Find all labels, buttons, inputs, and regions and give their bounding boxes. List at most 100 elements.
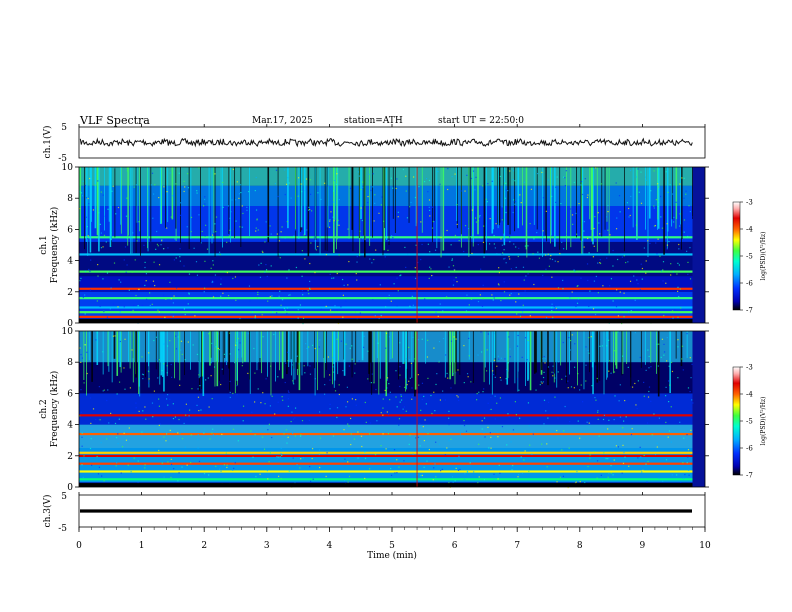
spectrogram-speckle [331,309,333,311]
spectrogram-speckle [688,226,690,228]
spectrogram-speckle [306,229,308,231]
start-time-label: start UT = 22:50:0 [438,116,524,126]
spectrogram-speckle [621,355,624,357]
spectrogram-speckle [179,248,181,250]
spectrogram-speckle [428,448,431,451]
spectrogram-speckle [688,474,690,476]
ch2-colorbar: -3-4-5-6-7 log(PSD)(V²/Hz) [732,364,767,480]
spectrogram-speckle [427,377,429,379]
spectrogram-speckle [544,362,546,364]
spectrogram-speckle [84,184,86,187]
spectrogram-speckle [446,229,448,232]
spectrogram-speckle [199,385,201,387]
spectrogram-speckle [418,384,420,386]
spectrogram-speckle [387,298,389,300]
spectrogram-speckle [286,277,288,279]
spectrogram-speckle [675,201,677,203]
spectrogram-speckle [138,410,140,413]
spectrogram-speckle [515,414,518,416]
spectrogram-speckle [79,280,81,282]
spectrogram-speckle [266,470,268,472]
spectrogram-speckle [421,338,423,340]
spectrogram-speckle [235,199,237,201]
spectrogram-speckle [651,434,653,436]
spectrogram-speckle [309,373,312,375]
spectrogram-speckle [560,202,562,205]
spectrogram-speckle [483,431,485,434]
spectrogram-speckle [234,276,237,278]
spectrogram-speckle [285,183,288,185]
spectrogram-speckle [363,335,365,337]
spectrogram-speckle [674,309,676,311]
spectrogram-speckle [81,464,83,466]
spectrogram-speckle [607,476,609,478]
spectrogram-speckle [274,413,276,415]
spectrogram-speckle [580,180,583,183]
spectrogram-speckle [370,382,373,384]
spectrogram-speckle [683,197,685,199]
spectrogram-speckle [618,400,620,402]
spectrogram-speckle [361,445,363,448]
spectrogram-speckle [330,211,332,213]
spectrogram-speckle [634,299,636,301]
spectrogram-speckle [277,376,279,378]
spectrogram-speckle [331,277,333,279]
spectrogram-speckle [284,237,286,239]
spectrogram-speckle [284,309,286,311]
spectrogram-speckle [492,370,494,372]
spectrogram-speckle [293,383,295,385]
spectrogram-speckle [432,220,435,223]
spectrogram-speckle [116,462,118,464]
spectrogram-speckle [504,182,506,184]
spectrogram-speckle [292,432,294,435]
spectrogram-speckle [256,361,258,363]
spectrogram-speckle [411,387,413,389]
spectrogram-speckle [634,332,637,334]
spectrogram-speckle [677,377,679,379]
spectrogram-speckle [490,396,492,399]
spectrogram-speckle [241,226,243,228]
spectrogram-speckle [618,416,620,418]
spectrogram-speckle [448,266,450,268]
spectrogram-speckle [111,190,113,192]
date-label: Mar.17, 2025 [252,116,313,126]
spectrogram-speckle [446,372,448,375]
spectrogram-speckle [587,194,589,196]
spectrogram-speckle [679,213,681,215]
spectrogram-speckle [498,464,500,467]
spectrogram-speckle [128,289,130,291]
spectrogram-speckle [411,395,413,398]
spectrogram-speckle [450,438,452,440]
spectrogram-speckle [584,482,586,484]
spectrogram-speckle [390,474,393,476]
spectrogram-speckle [595,399,597,401]
spectrogram-speckle [356,279,358,281]
colorbar-tick-label: -3 [746,364,753,372]
spectrogram-speckle [135,184,138,186]
spectrogram-speckle [420,206,422,208]
spectrogram-speckle [640,456,642,458]
spectrogram-speckle [597,292,599,294]
spectrogram-speckle [260,402,262,404]
spectrogram-speckle [290,197,292,199]
spectrogram-speckle [585,364,587,366]
spectrogram-speckle [246,209,248,211]
spectrogram-speckle [429,251,431,253]
spectrogram-speckle [645,260,647,262]
spectrogram-speckle [571,214,574,216]
spectrogram-speckle [299,304,302,306]
spectrogram-speckle [579,437,581,439]
spectrogram-speckle [490,447,492,449]
spectrogram-speckle [276,312,278,314]
spectrogram-speckle [414,277,417,280]
spectrogram-speckle [203,287,206,289]
spectrogram-speckle [287,351,289,353]
spectrogram-speckle [397,216,399,218]
spectrogram-speckle [279,237,281,239]
spectrogram-speckle [687,449,690,451]
spectrogram-speckle [497,431,499,433]
spectrogram-speckle [399,366,401,368]
spectrogram-speckle [100,232,103,234]
spectrogram-speckle [293,220,295,223]
spectrogram-speckle [607,210,609,213]
